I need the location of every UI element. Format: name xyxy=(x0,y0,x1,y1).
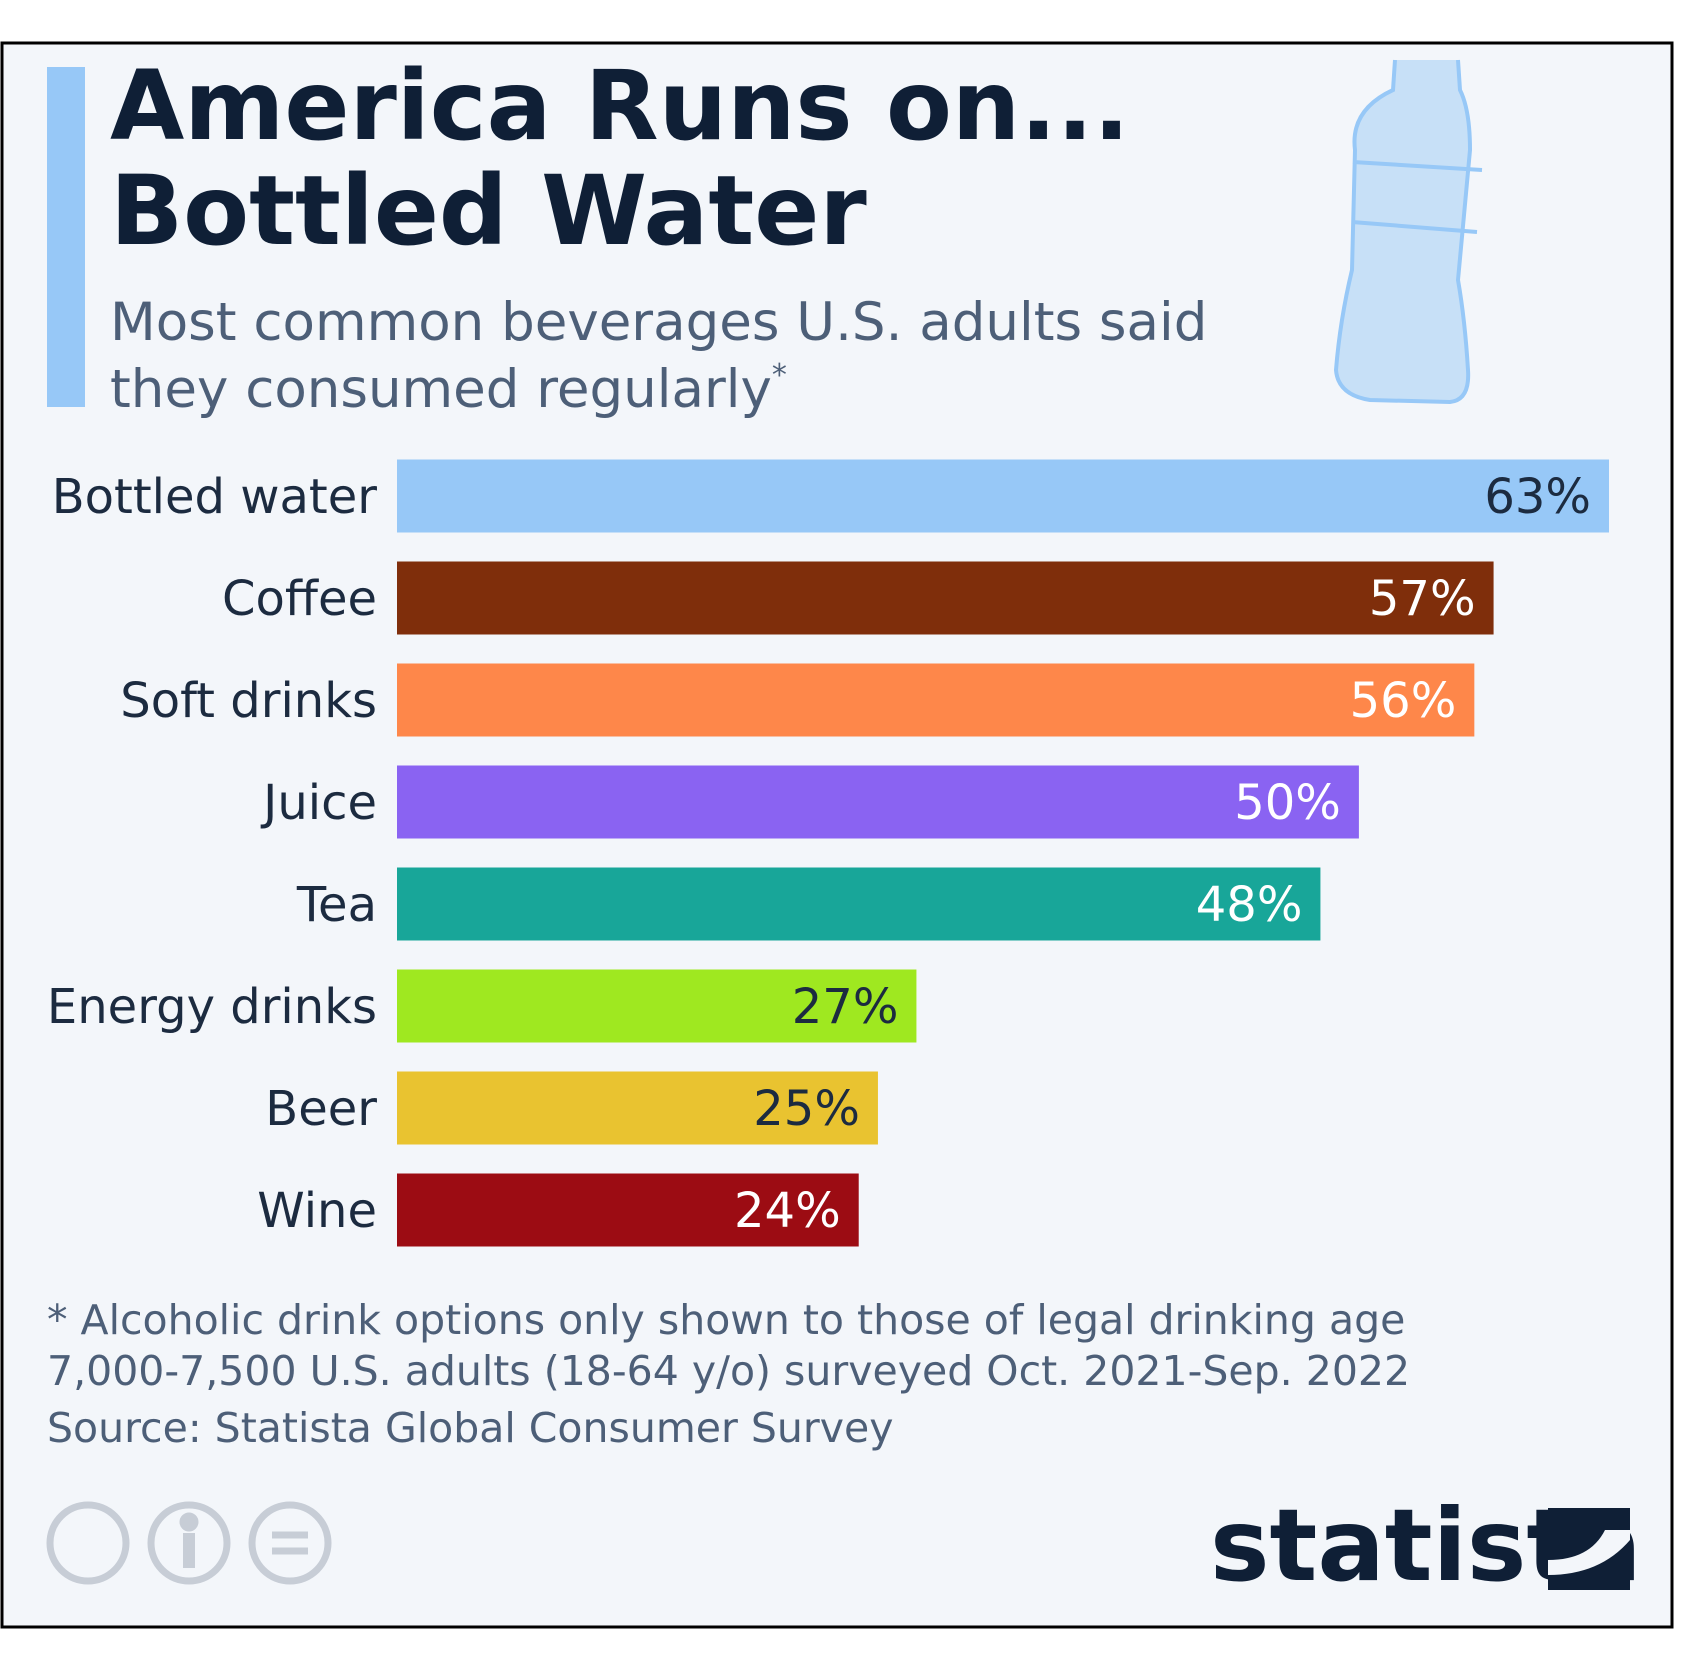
bar xyxy=(397,969,917,1043)
y-tick-label: Tea xyxy=(296,877,377,933)
chart-title: America Runs on... xyxy=(110,50,1130,162)
bars: Bottled water 63% Coffee 57% Soft drinks 56% J… xyxy=(47,459,1609,1247)
bar xyxy=(397,663,1475,737)
bar xyxy=(397,561,1494,635)
y-tick-label: Energy drinks xyxy=(47,979,377,1035)
accent-bar xyxy=(47,67,85,407)
bottle-icon xyxy=(1333,59,1483,405)
subtitle: they consumed regularly xyxy=(110,359,772,420)
brand-mark xyxy=(1548,1508,1630,1590)
license-icons xyxy=(46,1501,332,1585)
bar xyxy=(397,867,1321,941)
y-tick-label: Bottled water xyxy=(52,469,378,525)
note: * Alcoholic drink options only shown to … xyxy=(47,1296,1405,1344)
bar xyxy=(397,1071,878,1145)
value-label: 57% xyxy=(1369,571,1476,627)
y-tick-label: Wine xyxy=(257,1183,377,1239)
value-label: 25% xyxy=(753,1081,860,1137)
source: Source: Statista Global Consumer Survey xyxy=(47,1404,894,1452)
bar xyxy=(397,765,1359,839)
value-label: 27% xyxy=(792,979,899,1035)
y-tick-label: Soft drinks xyxy=(120,673,377,729)
y-tick-label: Beer xyxy=(265,1081,377,1137)
note: 7,000-7,500 U.S. adults (18-64 y/o) surv… xyxy=(47,1347,1410,1395)
y-tick-label: Coffee xyxy=(222,571,377,627)
subtitle: they consumed regularly* xyxy=(110,358,787,420)
value-label: 63% xyxy=(1484,469,1591,525)
value-label: 56% xyxy=(1350,673,1457,729)
chart-title: Bottled Water xyxy=(110,155,867,267)
bar xyxy=(397,1173,859,1247)
value-label: 48% xyxy=(1196,877,1303,933)
subtitle-mark: * xyxy=(772,358,787,393)
bar xyxy=(397,459,1609,533)
y-tick-label: Juice xyxy=(260,775,377,831)
value-label: 24% xyxy=(734,1183,841,1239)
subtitle: Most common beverages U.S. adults said xyxy=(110,292,1207,353)
value-label: 50% xyxy=(1234,775,1341,831)
